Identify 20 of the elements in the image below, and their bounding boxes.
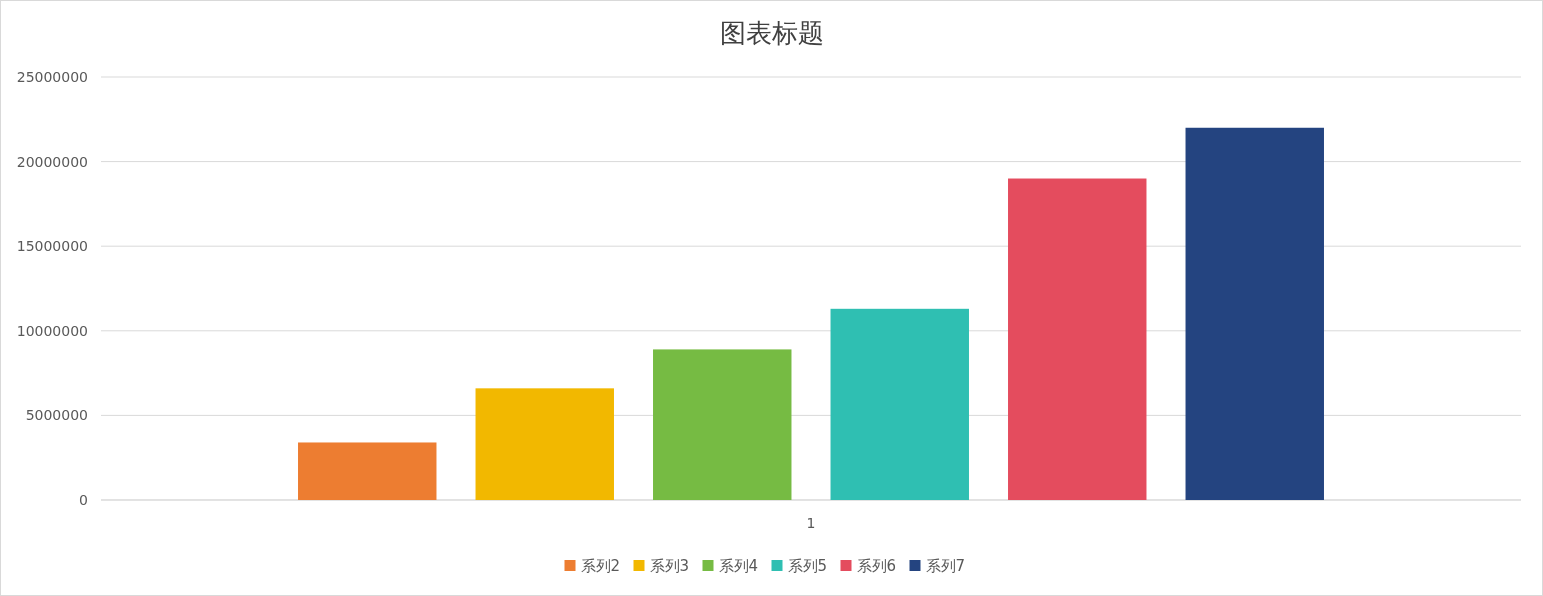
y-tick-label: 5000000	[25, 407, 88, 424]
legend-label: 系列5	[787, 557, 828, 576]
y-tick-label: 10000000	[16, 322, 88, 339]
bar	[475, 388, 614, 500]
legend-label: 系列3	[649, 557, 690, 576]
y-tick-label: 15000000	[16, 238, 88, 255]
y-tick-label: 25000000	[16, 68, 88, 85]
y-tick-label: 0	[79, 491, 88, 508]
bar	[298, 442, 437, 500]
legend-label: 系列4	[718, 557, 759, 576]
legend-label: 系列7	[925, 557, 966, 576]
bar	[1008, 178, 1147, 500]
legend-label: 系列6	[856, 557, 897, 576]
x-tick-label: 1	[806, 515, 816, 531]
y-tick-label: 20000000	[16, 153, 88, 170]
bar	[830, 308, 969, 500]
bar	[1185, 127, 1324, 500]
bar	[653, 349, 792, 500]
legend-label: 系列2	[580, 557, 621, 576]
chart-title: 图表标题	[719, 18, 824, 48]
